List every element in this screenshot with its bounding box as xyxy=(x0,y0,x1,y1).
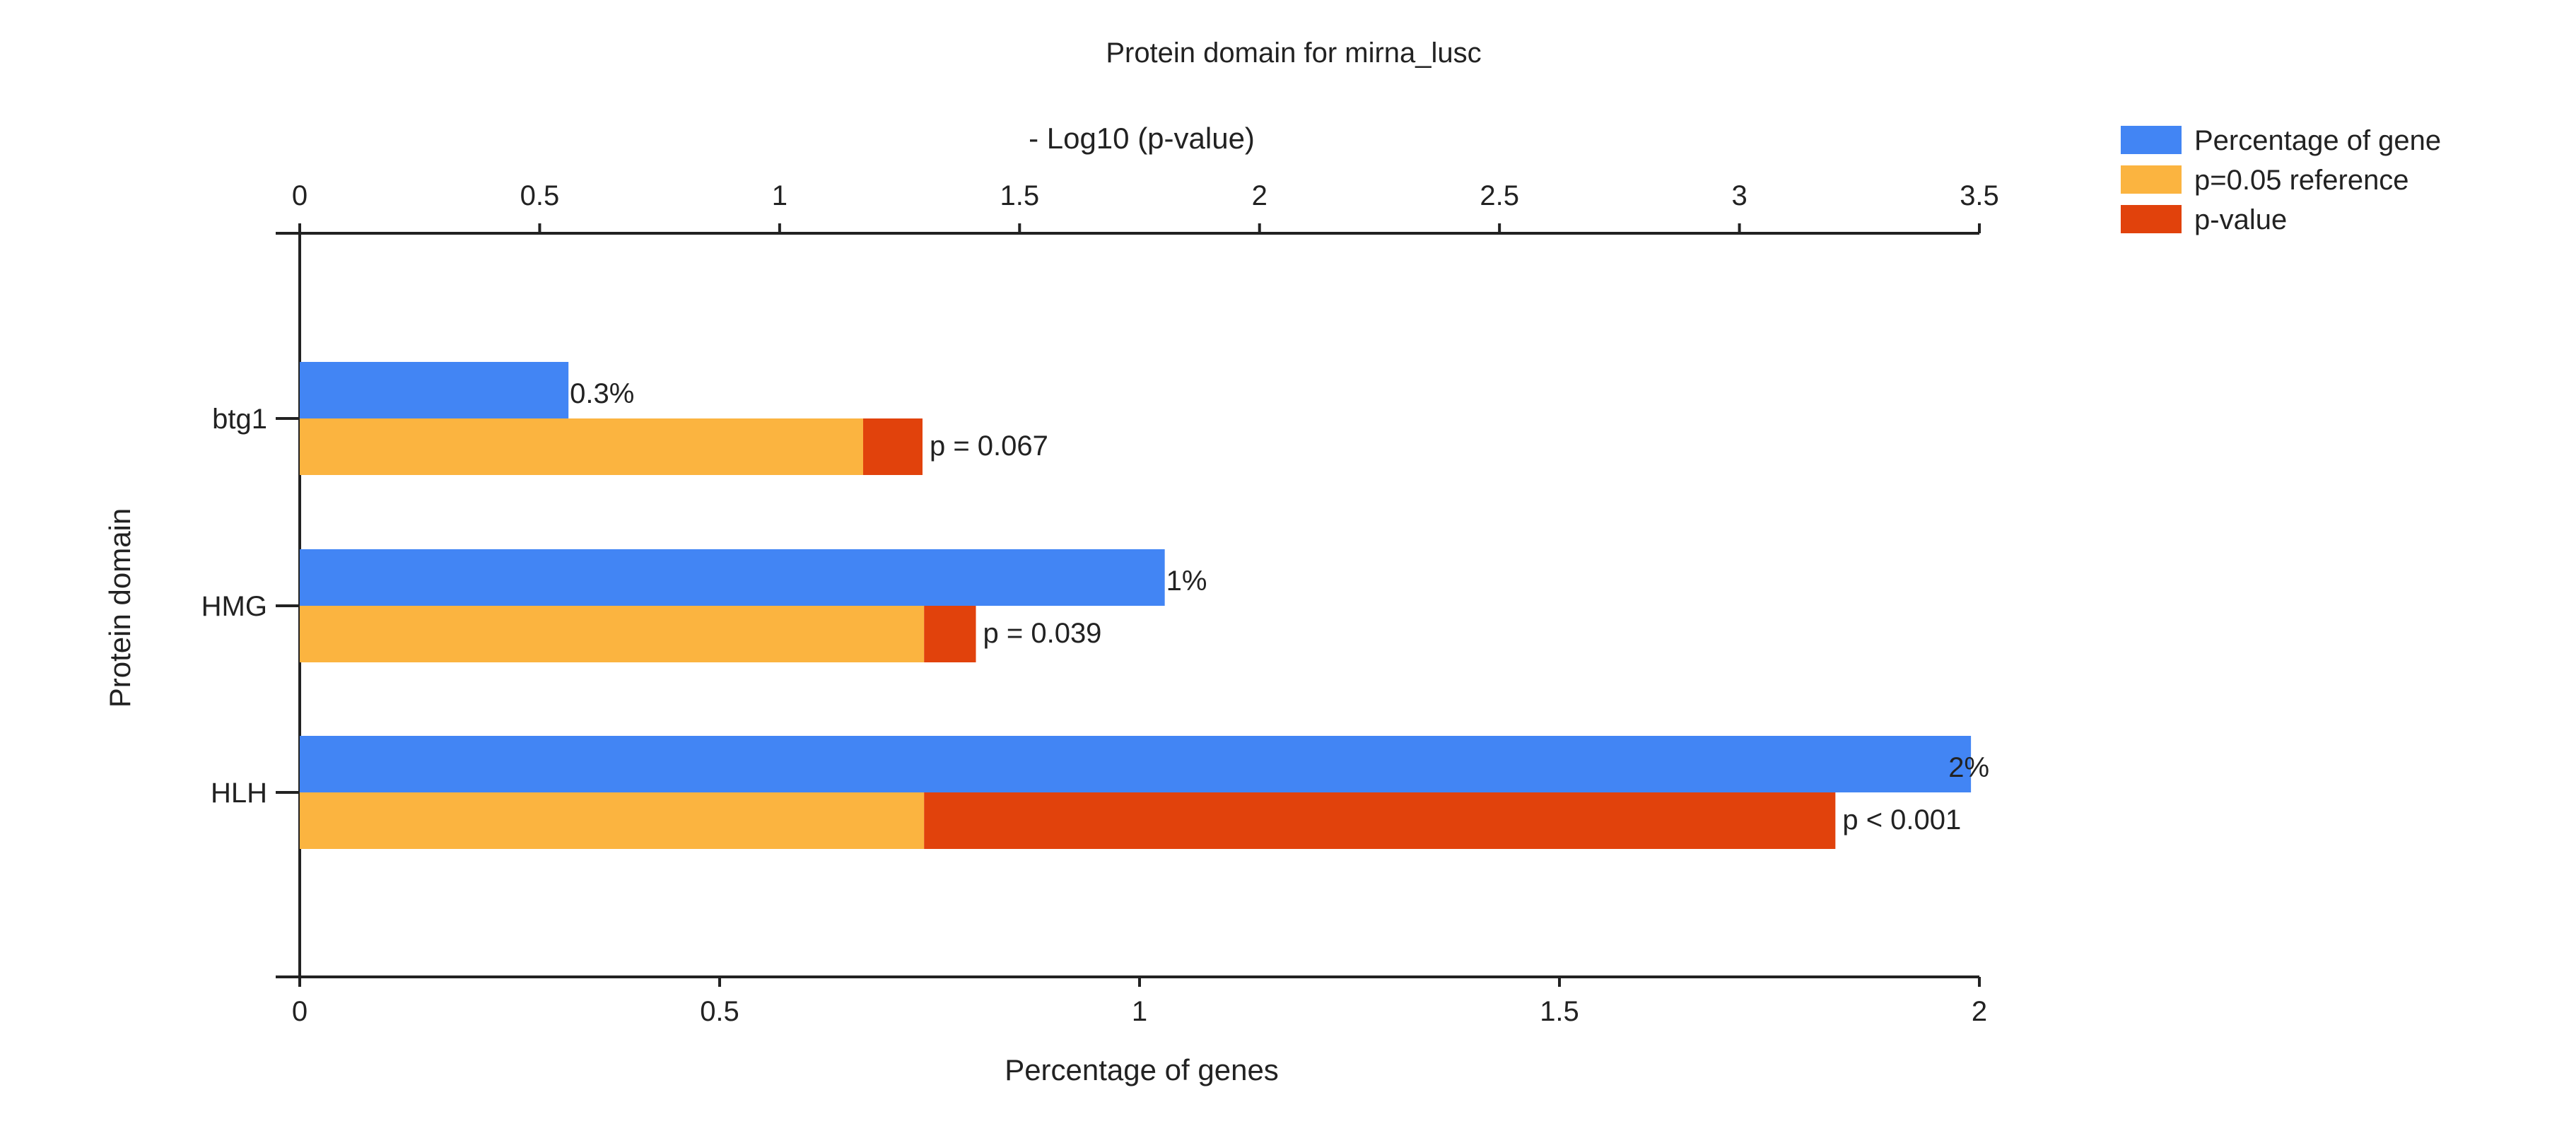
data-label-percentage: 2% xyxy=(1948,752,1989,783)
bar-reference xyxy=(300,606,925,662)
data-label-p-value: p = 0.067 xyxy=(930,430,1048,462)
top-axis-tick-label: 0 xyxy=(292,180,308,211)
bar-p-value xyxy=(924,792,1836,849)
bottom-axis-tick-label: 1 xyxy=(1132,996,1147,1027)
bar-percentage-of-gene xyxy=(300,362,569,418)
top-axis-tick-label: 2.5 xyxy=(1480,180,1519,211)
top-axis-tick-label: 0.5 xyxy=(520,180,560,211)
top-axis-tick-label: 3.5 xyxy=(1960,180,1999,211)
category-label: HMG xyxy=(201,591,267,622)
data-label-percentage: 0.3% xyxy=(570,378,634,409)
top-axis-tick-label: 3 xyxy=(1731,180,1747,211)
bar-p-value xyxy=(862,418,923,475)
data-label-percentage: 1% xyxy=(1166,566,1207,597)
data-label-p-value: p = 0.039 xyxy=(983,618,1102,649)
bottom-axis-tick-label: 2 xyxy=(1972,996,1987,1027)
top-axis-title: - Log10 (p-value) xyxy=(1029,122,1255,155)
legend-label: p=0.05 reference xyxy=(2194,165,2409,196)
bottom-axis-tick-label: 0 xyxy=(292,996,308,1027)
bottom-axis-tick-label: 0.5 xyxy=(700,996,739,1027)
top-axis-tick-label: 1 xyxy=(772,180,788,211)
category-label: HLH xyxy=(211,778,267,809)
chart-title: Protein domain for mirna_lusc xyxy=(1106,37,1481,69)
y-axis-title: Protein domain xyxy=(103,508,136,708)
bottom-axis-title: Percentage of genes xyxy=(1005,1053,1279,1086)
bar-percentage-of-gene xyxy=(300,549,1165,606)
data-label-p-value: p < 0.001 xyxy=(1842,804,1961,836)
legend-swatch xyxy=(2121,126,2182,154)
legend-label: p-value xyxy=(2194,204,2287,235)
top-axis-tick-label: 2 xyxy=(1252,180,1267,211)
bar-p-value xyxy=(924,606,976,662)
legend-swatch xyxy=(2121,205,2182,233)
plot-area: 0 0.5 1 1.5 2 2.5 3 3.5 0 0.5 1 1.5 2 btg1 0.3% p = 0.0… xyxy=(201,180,1999,1027)
legend: Percentage of gene p=0.05 reference p-valu… xyxy=(2121,125,2441,235)
top-axis-tick-label: 1.5 xyxy=(1000,180,1039,211)
bar-reference xyxy=(300,418,863,475)
category-label: btg1 xyxy=(212,404,267,435)
legend-swatch xyxy=(2121,165,2182,194)
bar-reference xyxy=(300,792,925,849)
bar-percentage-of-gene xyxy=(300,736,1972,792)
bottom-axis-tick-label: 1.5 xyxy=(1540,996,1579,1027)
legend-label: Percentage of gene xyxy=(2194,125,2441,156)
